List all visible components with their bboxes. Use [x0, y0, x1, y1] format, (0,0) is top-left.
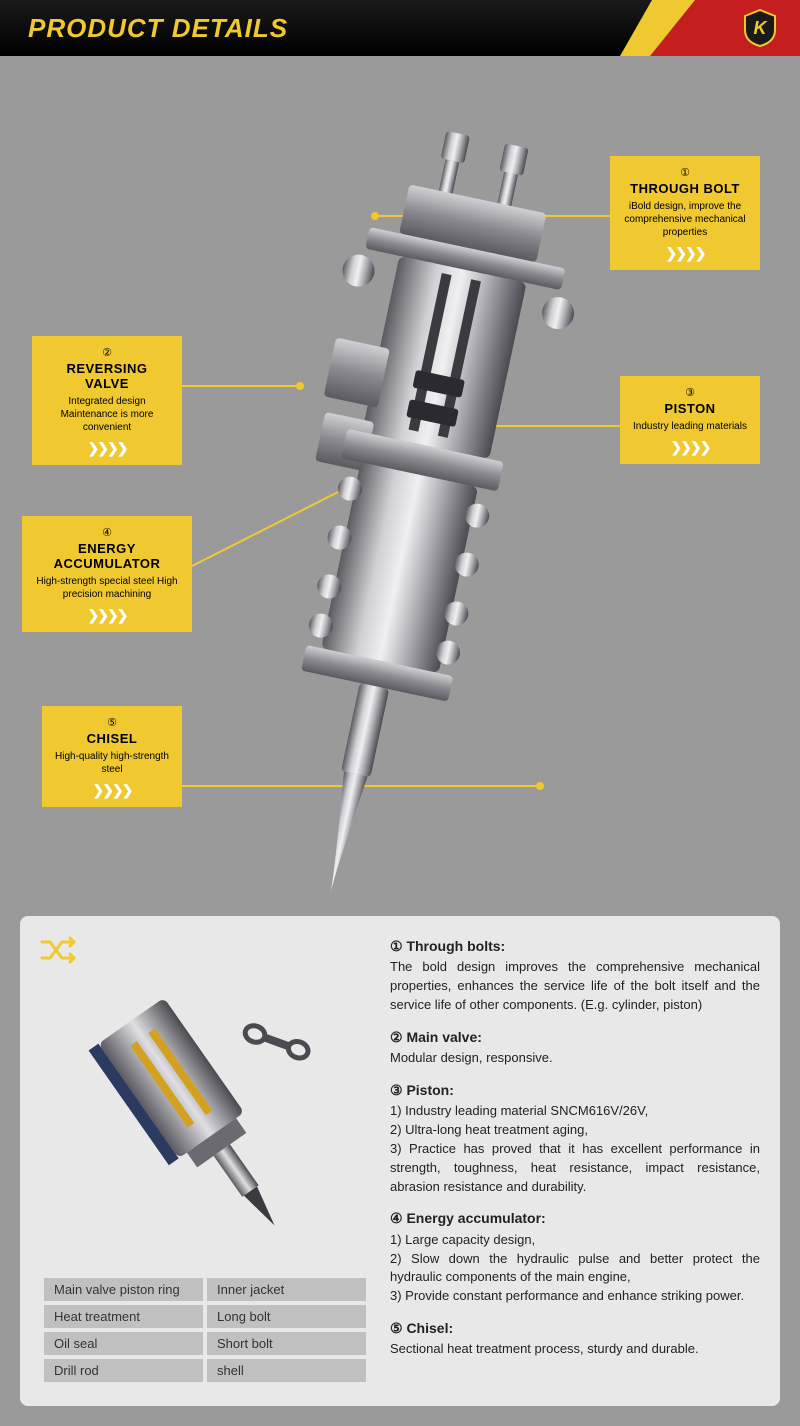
diagram-area: ① THROUGH BOLT iBold design, improve the c…	[0, 56, 800, 906]
callout-number: ②	[44, 346, 170, 359]
product-thumbnail	[60, 979, 340, 1259]
chevron-icon: ❯❯❯❯	[632, 439, 748, 456]
callout-piston: ③ PISTON Industry leading materials ❯❯❯❯	[620, 376, 760, 464]
section-title: ⑤ Chisel:	[390, 1318, 760, 1338]
callout-desc: High-strength special steel High precisi…	[34, 575, 180, 601]
callout-title: REVERSING VALVE	[44, 361, 170, 391]
table-cell: Heat treatment	[44, 1305, 203, 1328]
callout-title: CHISEL	[54, 731, 170, 746]
table-cell: Oil seal	[44, 1332, 203, 1355]
callout-through-bolt: ① THROUGH BOLT iBold design, improve the c…	[610, 156, 760, 270]
callout-desc: Integrated design Maintenance is more co…	[44, 395, 170, 434]
table-cell: shell	[207, 1359, 366, 1382]
table-cell: Inner jacket	[207, 1278, 366, 1301]
section-title: ④ Energy accumulator:	[390, 1208, 760, 1228]
callout-number: ③	[632, 386, 748, 399]
table-cell: Main valve piston ring	[44, 1278, 203, 1301]
callout-title: PISTON	[632, 401, 748, 416]
callout-desc: Industry leading materials	[632, 420, 748, 433]
table-cell: Short bolt	[207, 1332, 366, 1355]
chevron-icon: ❯❯❯❯	[54, 782, 170, 799]
chevron-icon: ❯❯❯❯	[622, 245, 748, 262]
shuffle-icon	[40, 936, 370, 971]
callout-energy-accumulator: ④ ENERGY ACCUMULATOR High-strength special…	[22, 516, 192, 632]
callout-desc: High-quality high-strength steel	[54, 750, 170, 776]
header-bar: PRODUCT DETAILS K	[0, 0, 800, 56]
table-row: Main valve piston ringInner jacket	[44, 1278, 366, 1301]
callout-desc: iBold design, improve the comprehensive …	[622, 200, 748, 239]
callout-chisel: ⑤ CHISEL High-quality high-strength steel ❯…	[42, 706, 182, 807]
svg-text:K: K	[754, 18, 769, 38]
table-cell: Long bolt	[207, 1305, 366, 1328]
callout-reversing-valve: ② REVERSING VALVE Integrated design Mainte…	[32, 336, 182, 465]
table-cell: Drill rod	[44, 1359, 203, 1382]
table-row: Oil sealShort bolt	[44, 1332, 366, 1355]
callout-number: ⑤	[54, 716, 170, 729]
page-title: PRODUCT DETAILS	[28, 13, 288, 44]
details-left-column: Main valve piston ringInner jacketHeat t…	[40, 936, 370, 1386]
details-text: ① Through bolts:The bold design improves…	[390, 936, 760, 1386]
chevron-icon: ❯❯❯❯	[34, 607, 180, 624]
product-illustration	[250, 126, 610, 916]
logo-shield-icon: K	[740, 8, 780, 48]
callout-title: THROUGH BOLT	[622, 181, 748, 196]
section-body: 1) Industry leading material SNCM616V/26…	[390, 1102, 760, 1196]
section-title: ② Main valve:	[390, 1027, 760, 1047]
callout-number: ④	[34, 526, 180, 539]
section-body: 1) Large capacity design, 2) Slow down t…	[390, 1231, 760, 1306]
callout-title: ENERGY ACCUMULATOR	[34, 541, 180, 571]
callout-number: ①	[622, 166, 748, 179]
table-row: Heat treatmentLong bolt	[44, 1305, 366, 1328]
section-body: Modular design, responsive.	[390, 1049, 760, 1068]
chevron-icon: ❯❯❯❯	[44, 440, 170, 457]
table-row: Drill rodshell	[44, 1359, 366, 1382]
section-title: ① Through bolts:	[390, 936, 760, 956]
details-panel: Main valve piston ringInner jacketHeat t…	[20, 916, 780, 1406]
section-title: ③ Piston:	[390, 1080, 760, 1100]
section-body: The bold design improves the comprehensi…	[390, 958, 760, 1015]
parts-table: Main valve piston ringInner jacketHeat t…	[40, 1274, 370, 1386]
section-body: Sectional heat treatment process, sturdy…	[390, 1340, 760, 1359]
